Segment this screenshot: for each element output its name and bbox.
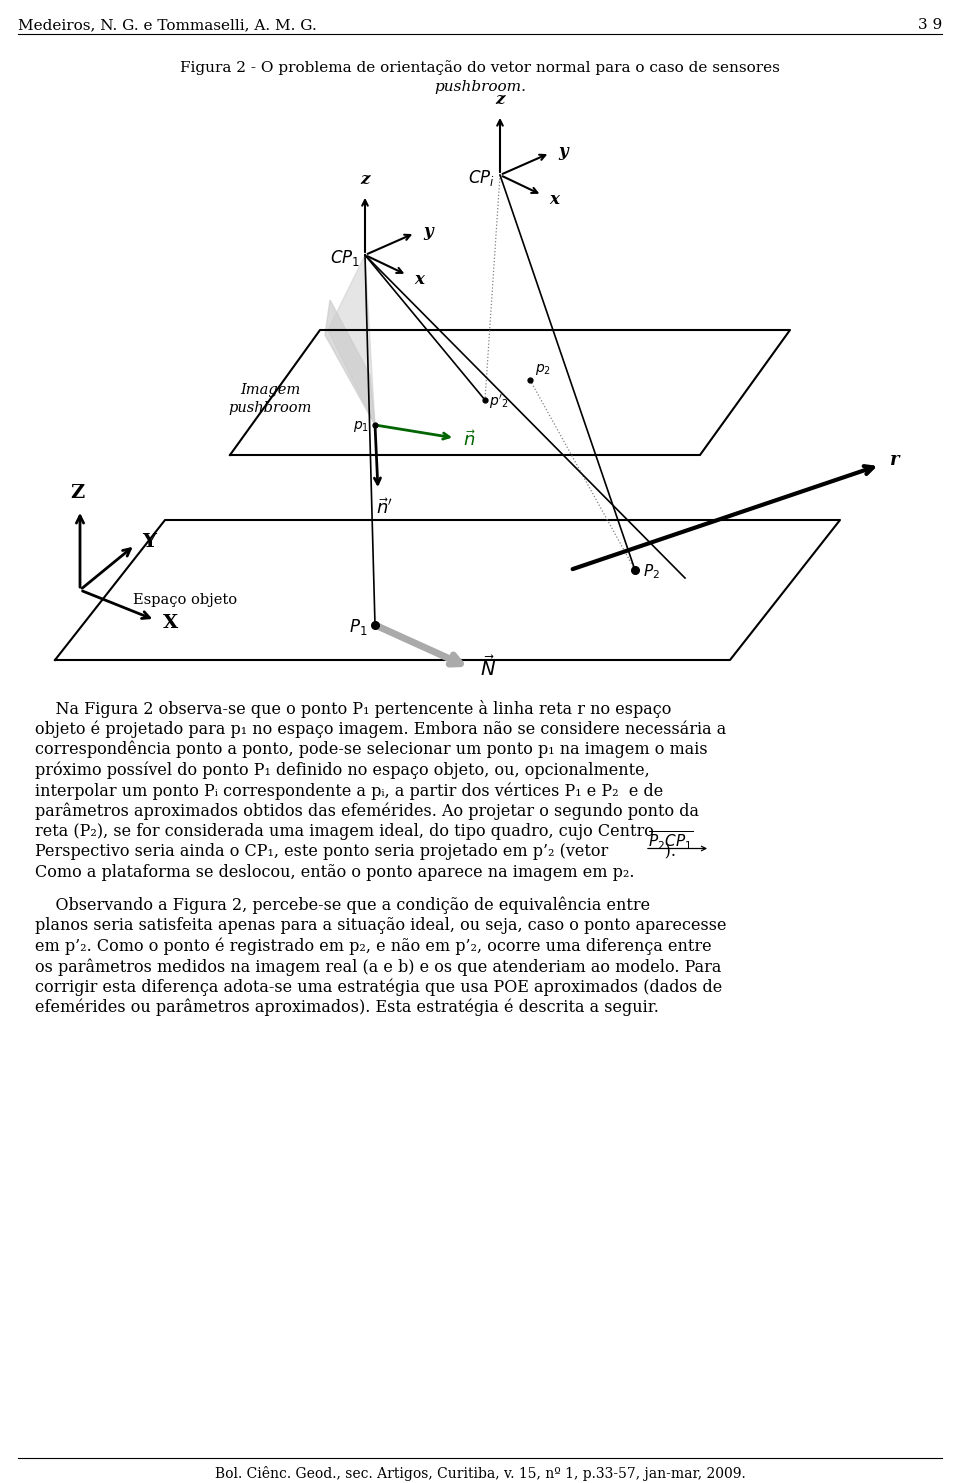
Text: os parâmetros medidos na imagem real (a e b) e os que atenderiam ao modelo. Para: os parâmetros medidos na imagem real (a … bbox=[35, 958, 721, 976]
Text: correspondência ponto a ponto, pode-se selecionar um ponto p₁ na imagem o mais: correspondência ponto a ponto, pode-se s… bbox=[35, 742, 708, 758]
Text: x: x bbox=[414, 270, 424, 288]
Text: Medeiros, N. G. e Tommaselli, A. M. G.: Medeiros, N. G. e Tommaselli, A. M. G. bbox=[18, 18, 317, 33]
Text: interpolar um ponto Pᵢ correspondente a pᵢ, a partir dos vértices P₁ e P₂  e de: interpolar um ponto Pᵢ correspondente a … bbox=[35, 782, 663, 799]
Text: corrigir esta diferença adota-se uma estratégia que usa POE aproximados (dados d: corrigir esta diferença adota-se uma est… bbox=[35, 979, 722, 997]
Text: $CP_i$: $CP_i$ bbox=[468, 168, 495, 188]
Text: Observando a Figura 2, percebe-se que a condição de equivalência entre: Observando a Figura 2, percebe-se que a … bbox=[35, 897, 650, 914]
Text: X: X bbox=[163, 614, 179, 632]
Text: $\vec{N}$: $\vec{N}$ bbox=[480, 655, 496, 681]
Text: y: y bbox=[423, 222, 433, 239]
Text: $\vec{n}$: $\vec{n}$ bbox=[463, 430, 476, 449]
Text: 3 9: 3 9 bbox=[918, 18, 942, 33]
Text: x: x bbox=[549, 190, 559, 208]
Text: Imagem: Imagem bbox=[240, 383, 300, 397]
Text: parâmetros aproximados obtidos das efemérides. Ao projetar o segundo ponto da: parâmetros aproximados obtidos das efemé… bbox=[35, 802, 699, 820]
Text: y: y bbox=[558, 142, 567, 160]
Text: Bol. Ciênc. Geod., sec. Artigos, Curitiba, v. 15, nº 1, p.33-57, jan-mar, 2009.: Bol. Ciênc. Geod., sec. Artigos, Curitib… bbox=[215, 1467, 745, 1482]
Text: r: r bbox=[890, 451, 900, 469]
Text: $\overline{P_2CP_1}$: $\overline{P_2CP_1}$ bbox=[648, 829, 693, 851]
Text: $P_1$: $P_1$ bbox=[348, 617, 367, 638]
Text: $\vec{n}'$: $\vec{n}'$ bbox=[376, 498, 393, 518]
Text: efemérides ou parâmetros aproximados). Esta estratégia é descrita a seguir.: efemérides ou parâmetros aproximados). E… bbox=[35, 1000, 659, 1016]
Text: pushbroom.: pushbroom. bbox=[434, 80, 526, 93]
Text: Y: Y bbox=[142, 532, 156, 552]
Text: Z: Z bbox=[70, 483, 84, 503]
Text: objeto é projetado para p₁ no espaço imagem. Embora não se considere necessária : objeto é projetado para p₁ no espaço ima… bbox=[35, 721, 727, 739]
Text: Na Figura 2 observa-se que o ponto P₁ pertencente à linha reta r no espaço: Na Figura 2 observa-se que o ponto P₁ pe… bbox=[35, 700, 671, 718]
Text: $p'_2$: $p'_2$ bbox=[489, 393, 509, 411]
Polygon shape bbox=[328, 255, 375, 426]
Text: próximo possível do ponto P₁ definido no espaço objeto, ou, opcionalmente,: próximo possível do ponto P₁ definido no… bbox=[35, 761, 650, 779]
Polygon shape bbox=[325, 300, 375, 426]
Text: $P_2$: $P_2$ bbox=[643, 562, 660, 581]
Text: Figura 2 - O problema de orientação do vetor normal para o caso de sensores: Figura 2 - O problema de orientação do v… bbox=[180, 59, 780, 74]
Text: $p_1$: $p_1$ bbox=[353, 420, 369, 435]
Text: Perspectivo seria ainda o CP₁, este ponto seria projetado em p’₂ (vetor         : Perspectivo seria ainda o CP₁, este pont… bbox=[35, 844, 676, 860]
Text: $CP_1$: $CP_1$ bbox=[330, 248, 360, 268]
Text: $p_2$: $p_2$ bbox=[535, 362, 551, 377]
Text: z: z bbox=[495, 90, 505, 108]
Text: Espaço objeto: Espaço objeto bbox=[132, 593, 237, 607]
Text: reta (P₂), se for considerada uma imagem ideal, do tipo quadro, cujo Centro: reta (P₂), se for considerada uma imagem… bbox=[35, 823, 654, 839]
Text: Como a plataforma se deslocou, então o ponto aparece na imagem em p₂.: Como a plataforma se deslocou, então o p… bbox=[35, 865, 635, 881]
Text: z: z bbox=[360, 171, 370, 188]
Text: planos seria satisfeita apenas para a situação ideal, ou seja, caso o ponto apar: planos seria satisfeita apenas para a si… bbox=[35, 916, 727, 934]
Text: pushbroom: pushbroom bbox=[228, 400, 312, 415]
Text: em p’₂. Como o ponto é registrado em p₂, e não em p’₂, ocorre uma diferença entr: em p’₂. Como o ponto é registrado em p₂,… bbox=[35, 937, 711, 955]
